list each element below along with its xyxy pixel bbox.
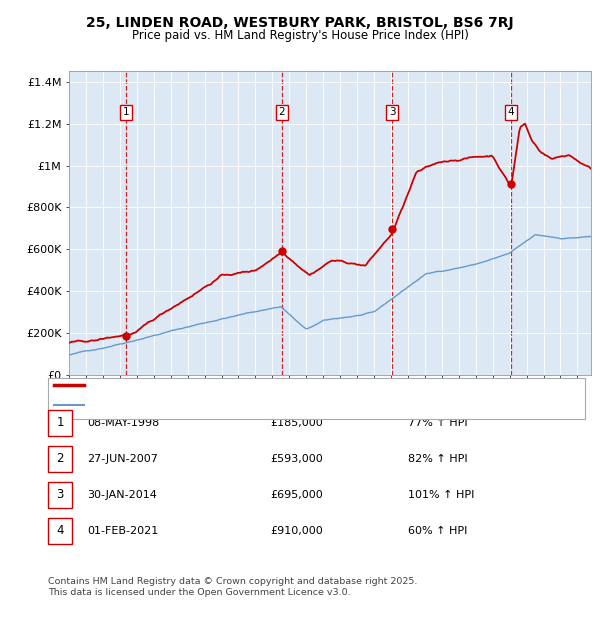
Text: 25, LINDEN ROAD, WESTBURY PARK, BRISTOL, BS6 7RJ: 25, LINDEN ROAD, WESTBURY PARK, BRISTOL,… <box>86 16 514 30</box>
Text: 3: 3 <box>389 107 395 117</box>
Text: 77% ↑ HPI: 77% ↑ HPI <box>408 418 467 428</box>
Text: HPI: Average price, detached house, City of Bristol: HPI: Average price, detached house, City… <box>89 399 340 410</box>
Text: £185,000: £185,000 <box>270 418 323 428</box>
Text: Contains HM Land Registry data © Crown copyright and database right 2025.
This d: Contains HM Land Registry data © Crown c… <box>48 577 418 598</box>
Text: £695,000: £695,000 <box>270 490 323 500</box>
Text: 2: 2 <box>56 453 64 465</box>
Text: £593,000: £593,000 <box>270 454 323 464</box>
Text: 60% ↑ HPI: 60% ↑ HPI <box>408 526 467 536</box>
Text: Price paid vs. HM Land Registry's House Price Index (HPI): Price paid vs. HM Land Registry's House … <box>131 29 469 42</box>
Text: 27-JUN-2007: 27-JUN-2007 <box>87 454 158 464</box>
Text: 1: 1 <box>56 417 64 429</box>
Text: 2: 2 <box>278 107 285 117</box>
Text: 101% ↑ HPI: 101% ↑ HPI <box>408 490 475 500</box>
Text: 25, LINDEN ROAD, WESTBURY PARK, BRISTOL, BS6 7RJ (detached house): 25, LINDEN ROAD, WESTBURY PARK, BRISTOL,… <box>89 379 452 390</box>
Text: 08-MAY-1998: 08-MAY-1998 <box>87 418 159 428</box>
Text: 82% ↑ HPI: 82% ↑ HPI <box>408 454 467 464</box>
Text: 01-FEB-2021: 01-FEB-2021 <box>87 526 158 536</box>
Text: 4: 4 <box>56 525 64 537</box>
Text: 4: 4 <box>508 107 514 117</box>
Text: 3: 3 <box>56 489 64 501</box>
Text: £910,000: £910,000 <box>270 526 323 536</box>
Text: 1: 1 <box>123 107 130 117</box>
Text: 30-JAN-2014: 30-JAN-2014 <box>87 490 157 500</box>
